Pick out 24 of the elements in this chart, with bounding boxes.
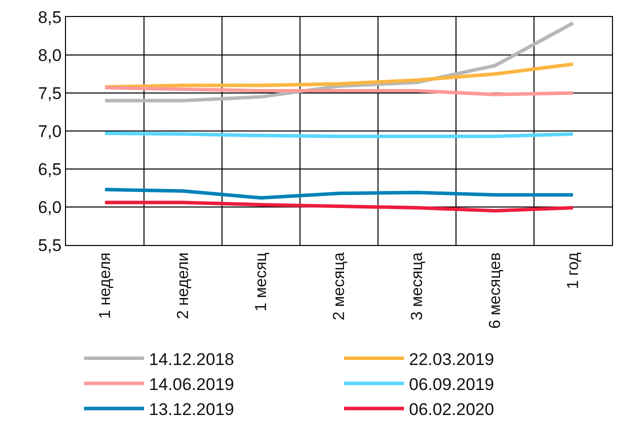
legend-label: 22.03.2019 [409,350,494,369]
y-tick-label: 6,5 [38,160,62,179]
legend-label: 14.06.2019 [149,375,234,394]
legend-label: 14.12.2018 [149,350,234,369]
x-tick-label: 2 недели [175,252,192,320]
y-tick-label: 7,0 [38,122,62,141]
legend-label: 13.12.2019 [149,400,234,420]
y-tick-label: 5,5 [38,236,62,255]
line-series [103,62,575,89]
x-tick-label: 1 год [565,252,582,290]
legend-label: 06.09.2019 [409,375,494,394]
line-series [103,200,575,213]
line-series [103,188,575,200]
x-tick-label: 2 месяца [331,252,348,320]
x-tick-label: 1 месяц [253,252,270,312]
line-series [103,86,575,96]
x-tick-label: 1 неделя [97,252,114,319]
y-tick-label: 6,0 [38,198,62,217]
y-tick-label: 8,0 [38,46,62,65]
legend-label: 06.02.2020 [409,400,494,420]
y-tick-label: 7,5 [38,84,62,103]
x-tick-label: 3 месяца [409,252,426,320]
y-tick-label: 8,5 [38,8,62,27]
x-tick-label: 6 месяцев [487,252,504,329]
